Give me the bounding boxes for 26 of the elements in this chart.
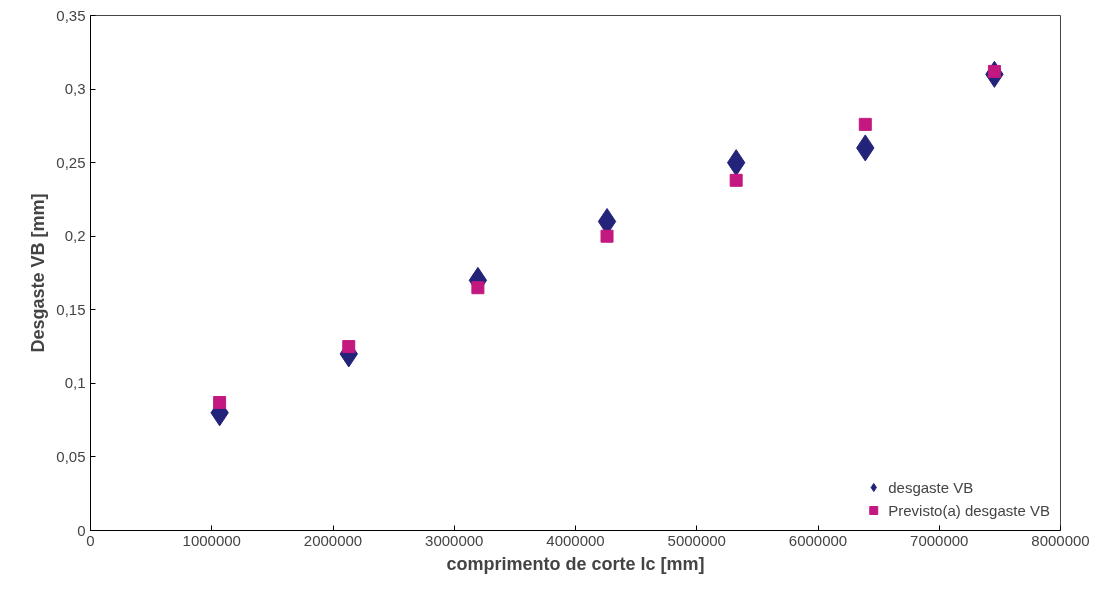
x-axis-title: comprimento de corte lc [mm] [446, 553, 705, 574]
point [342, 340, 356, 354]
point [213, 395, 227, 409]
legend-label: desgaste VB [888, 478, 974, 496]
y-axis-title: Desgaste VB [mm] [28, 193, 49, 353]
y-tick-label: 0,25 [56, 153, 86, 171]
x-tick-label: 1000000 [182, 531, 241, 549]
y-tick-label: 0,1 [64, 374, 86, 392]
point [729, 173, 743, 187]
y-tick-label: 0,3 [64, 80, 86, 98]
x-tick-label: 4000000 [546, 531, 605, 549]
x-tick-label: 8000000 [1031, 531, 1090, 549]
x-tick-label: 6000000 [788, 531, 848, 549]
point [858, 117, 872, 131]
y-tick-label: 0,2 [64, 227, 86, 245]
x-tick-label: 3000000 [425, 531, 484, 549]
point [726, 149, 746, 177]
point [471, 281, 485, 295]
y-tick-label: 0,15 [56, 300, 86, 318]
legend-label: Previsto(a) desgaste VB [888, 501, 1050, 519]
y-tick-label: 0,05 [56, 447, 86, 465]
point [600, 229, 614, 243]
y-tick-label: 0,35 [56, 6, 86, 24]
x-tick-label: 5000000 [667, 531, 726, 549]
x-tick-label: 7000000 [910, 531, 969, 549]
x-tick-label: 2000000 [303, 531, 363, 549]
